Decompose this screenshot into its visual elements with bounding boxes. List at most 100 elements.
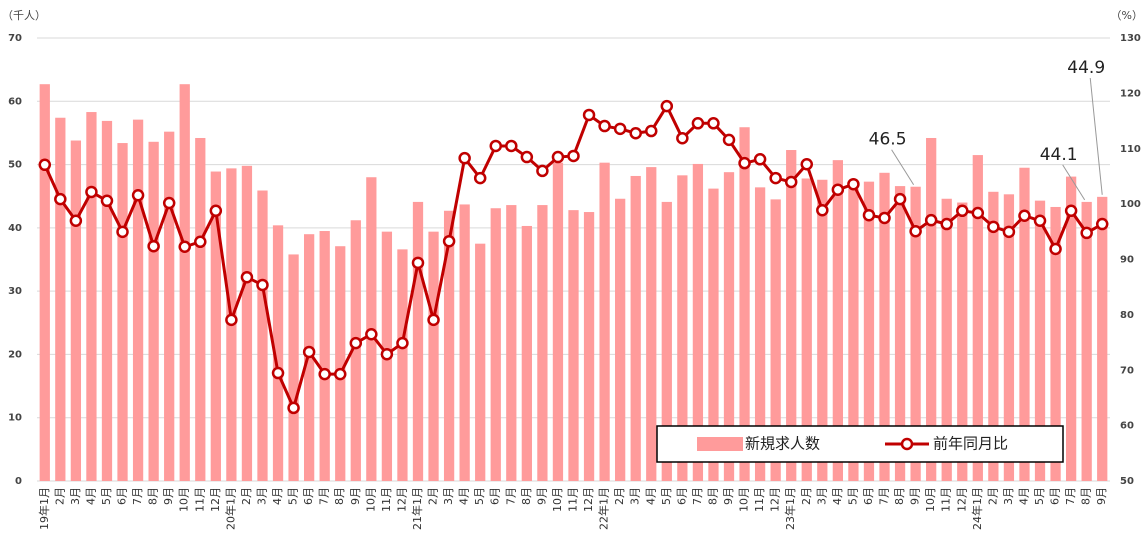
bar [1081,201,1092,481]
bar [412,201,424,481]
x-tick-label: 23年1月 [783,487,797,530]
x-tick-label: 9月 [162,487,175,505]
bar [319,231,330,481]
x-tick-label: 4月 [458,487,471,505]
marker [893,192,907,206]
bar [630,175,641,481]
bar [972,155,983,482]
bar [1065,176,1077,482]
y2-tick-label: 130 [1120,33,1141,44]
x-tick-label: 8月 [1080,487,1093,505]
x-tick-label: 8月 [147,487,160,505]
y-tick-label: 50 [8,160,22,171]
x-tick-label: 5月 [473,487,486,505]
marker [816,203,829,217]
x-tick-label: 24年1月 [970,487,984,530]
x-tick-label: 11月 [567,487,580,512]
marker [411,256,425,270]
marker [38,158,52,172]
bar [272,225,284,481]
bar [257,190,268,482]
marker [707,117,720,130]
y-tick-label: 70 [8,33,22,44]
x-tick-label: 19年1月 [37,487,51,530]
bar [397,249,408,481]
y2-tick-label: 80 [1120,310,1134,321]
bar [506,205,517,481]
x-tick-label: 4月 [84,487,97,505]
bar [335,246,346,481]
x-tick-label: 9月 [349,487,362,505]
bar [288,254,299,481]
marker [784,175,798,189]
marker [505,139,518,153]
y2-axis-unit: （%） [1111,9,1143,22]
x-tick-label: 9月 [1095,487,1108,505]
marker [318,367,331,381]
y2-tick-label: 100 [1120,199,1141,210]
x-tick-label: 21年1月 [410,487,424,530]
x-tick-label: 9月 [909,487,922,505]
x-tick-label: 11月 [193,487,206,512]
bar [55,117,66,482]
bar [537,205,548,481]
x-tick-label: 10月 [738,487,751,512]
x-tick-label: 5月 [660,487,673,505]
bar [1050,206,1061,482]
marker [458,151,471,165]
marker [956,204,969,218]
x-tick-label: 2月 [613,487,626,505]
marker [380,347,394,361]
bar [428,231,439,481]
marker [909,225,922,238]
bar [894,186,906,482]
marker [660,99,674,113]
marker [1064,204,1078,218]
x-tick-label: 8月 [333,487,346,505]
bar [101,120,113,481]
x-tick-label: 9月 [535,487,548,505]
marker [1033,214,1047,227]
bar [443,210,455,481]
leader-line [1062,164,1086,201]
marker [1080,226,1093,240]
bar [708,188,719,481]
marker [116,225,129,239]
legend-swatch [697,437,743,451]
marker [178,240,191,254]
marker [54,192,67,206]
marker [738,156,751,170]
bar [646,167,657,482]
bar [179,84,190,481]
x-tick-label: 12月 [769,487,782,512]
y-axis-unit: （千人） [2,9,46,22]
bar [70,140,82,481]
marker [365,328,378,341]
marker [878,211,891,225]
marker [240,270,254,284]
marker [567,149,580,163]
bar [86,112,97,482]
x-tick-label: 2月 [53,487,66,505]
marker [536,164,549,178]
bar [521,225,532,481]
marker [722,133,736,147]
x-tick-label: 10月 [551,487,564,512]
marker [489,139,502,153]
y2-tick-label: 60 [1120,421,1134,432]
bar [117,143,128,481]
y2-tick-label: 90 [1120,255,1134,266]
bar [459,204,470,482]
x-tick-label: 9月 [722,487,735,505]
marker [971,206,985,220]
legend-label: 新規求人数 [745,435,820,453]
bar [941,198,952,481]
marker [1049,242,1062,256]
bar [615,198,626,481]
bar [848,188,859,481]
x-tick-label: 6月 [675,487,688,505]
marker [645,124,658,138]
x-tick-label: 7月 [691,487,704,505]
x-tick-label: 6月 [116,487,129,505]
x-tick-label: 2月 [800,487,813,505]
